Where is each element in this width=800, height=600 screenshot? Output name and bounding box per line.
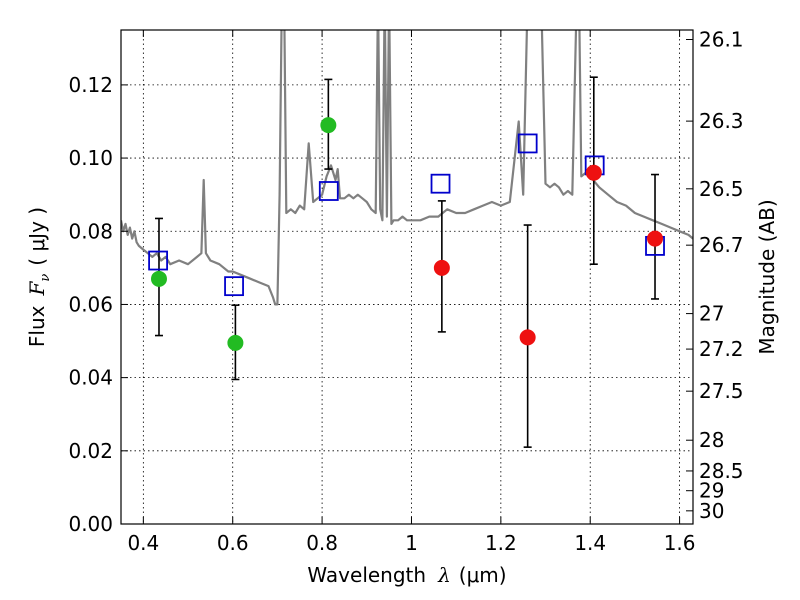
x-tick-label: 0.8 bbox=[306, 531, 338, 555]
measurement-point-marker bbox=[585, 164, 602, 181]
y-tick-label: 0.04 bbox=[68, 366, 113, 390]
measurement-point-marker bbox=[433, 259, 450, 276]
x-tick-label: 1 bbox=[405, 531, 418, 555]
y-tick-labels: 0.00 0.02 0.04 0.06 0.08 0.10 0.12 bbox=[68, 73, 113, 536]
x-tick-label: 1.4 bbox=[574, 531, 606, 555]
tick-marks bbox=[121, 30, 693, 525]
y2-tick-label: 27.5 bbox=[699, 379, 744, 403]
model-square-marker bbox=[224, 276, 244, 297]
plot-background bbox=[121, 30, 693, 524]
detection-point-marker bbox=[320, 117, 337, 134]
y-tick-label: 0.02 bbox=[68, 439, 113, 463]
y2-tick-label: 26.5 bbox=[699, 177, 744, 201]
y-tick-label: 0.10 bbox=[68, 146, 113, 170]
y2-tick-label: 26.1 bbox=[699, 28, 744, 52]
x-tick-label: 0.4 bbox=[127, 531, 159, 555]
x-axis-title: Wavelength λ (μm) bbox=[307, 563, 506, 587]
marker-layer bbox=[148, 117, 665, 351]
plot-frame bbox=[120, 29, 694, 525]
y-tick-label: 0.00 bbox=[68, 512, 113, 536]
model-square-marker bbox=[318, 181, 339, 201]
y-tick-label: 0.06 bbox=[68, 292, 113, 316]
detection-point-marker bbox=[150, 270, 167, 287]
x-tick-labels: 0.4 0.6 0.8 1 1.2 1.4 1.6 bbox=[127, 531, 695, 555]
y2-tick-label: 28.5 bbox=[699, 459, 744, 483]
spectrum-layer bbox=[121, 30, 693, 306]
model-square-marker bbox=[148, 250, 168, 271]
y-tick-label: 0.12 bbox=[68, 73, 113, 97]
y2-tick-label: 29 bbox=[699, 479, 724, 503]
measurement-point-marker bbox=[647, 230, 664, 247]
x-tick-label: 0.6 bbox=[217, 531, 249, 555]
x-tick-label: 1.6 bbox=[664, 531, 696, 555]
y2-tick-label: 28 bbox=[699, 428, 724, 452]
detection-point-marker bbox=[227, 334, 244, 351]
y-axis-title: FluxFν( μJy ) bbox=[25, 207, 53, 347]
y2-tick-label: 26.7 bbox=[699, 233, 744, 257]
spectrum-line bbox=[121, 30, 693, 306]
model-square-marker bbox=[430, 173, 451, 194]
y2-tick-label: 26.3 bbox=[699, 109, 744, 133]
y-tick-label: 0.08 bbox=[68, 219, 113, 243]
y2-axis-title: Magnitude (AB) bbox=[755, 199, 779, 354]
x-tick-label: 1.2 bbox=[485, 531, 517, 555]
y2-tick-label: 27.2 bbox=[699, 337, 744, 361]
measurement-point-marker bbox=[519, 329, 536, 346]
y2-tick-label: 27 bbox=[699, 302, 724, 326]
model-square-marker bbox=[517, 133, 538, 154]
y2-tick-label: 30 bbox=[699, 499, 724, 523]
